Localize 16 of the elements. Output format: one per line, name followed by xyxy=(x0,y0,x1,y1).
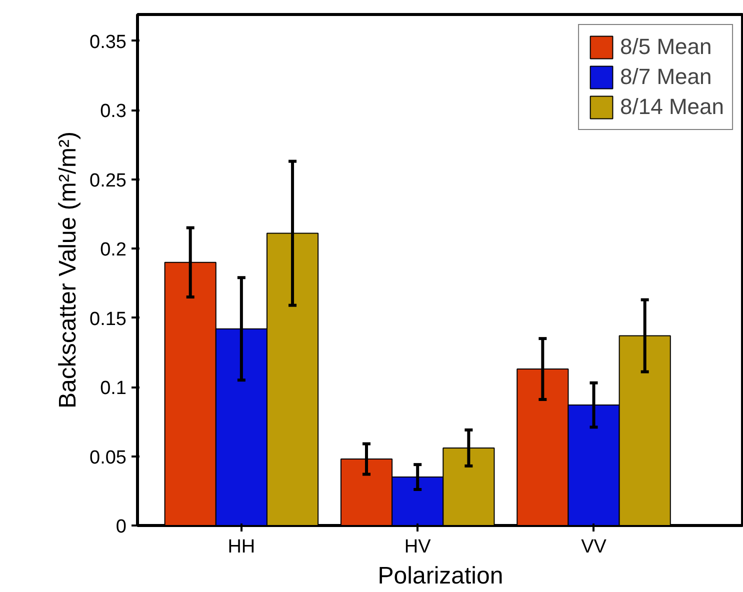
legend-label: 8/5 Mean xyxy=(620,34,712,60)
y-tick-label: 0 xyxy=(116,516,127,538)
y-tick-label: 0.05 xyxy=(90,447,127,468)
y-tick-label: 0.25 xyxy=(90,170,127,192)
y-tick-label: 0.35 xyxy=(90,32,127,53)
x-axis-title: Polarization xyxy=(378,562,504,590)
y-tick-label: 0.3 xyxy=(100,101,127,122)
legend-label: 8/14 Mean xyxy=(620,94,724,120)
x-tick-label: HH xyxy=(228,536,256,558)
y-tick-label: 0.15 xyxy=(90,308,127,330)
x-tick-label: VV xyxy=(581,536,607,558)
y-tick-label: 0.1 xyxy=(100,378,127,400)
legend-label: 8/7 Mean xyxy=(620,64,712,90)
y-axis-title: Backscatter Value (m²/m²) xyxy=(54,132,82,408)
y-tick-label: 0.2 xyxy=(100,240,127,261)
x-tick-label: HV xyxy=(404,536,432,558)
